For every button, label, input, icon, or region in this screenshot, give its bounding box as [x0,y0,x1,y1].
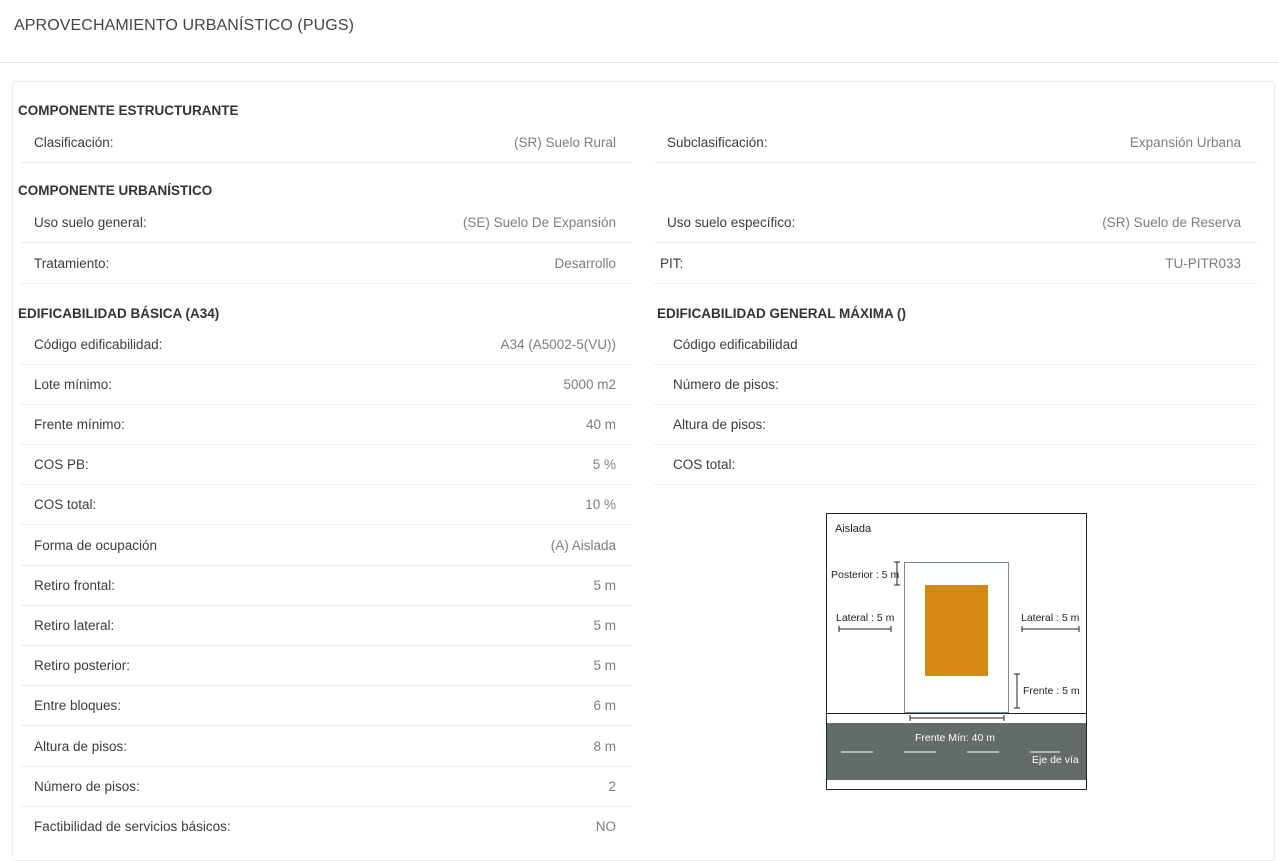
row-clasificacion: Clasificación: (SR) Suelo Rural [21,123,632,163]
subclasificacion-label: Subclasificación: [667,135,768,150]
tratamiento-value: Desarrollo [554,256,616,271]
row-subclasificacion: Subclasificación: Expansión Urbana [654,123,1257,163]
building-footprint [925,585,988,676]
basica-label: Retiro lateral: [34,618,115,633]
ocupacion-diagram: Aislada Posterior : 5 m Lateral : 5 m La… [826,513,1087,790]
maxima-label: Número de pisos: [673,377,779,392]
basica-label: Número de pisos: [34,779,140,794]
frente-min-label: Frente Mín: 40 m [915,732,995,744]
basica-row: Retiro posterior: 5 m [21,646,632,686]
basica-label: Retiro posterior: [34,658,131,673]
row-uso-especifico: Uso suelo específico: (SR) Suelo de Rese… [654,203,1257,243]
lateral-right-label: Lateral : 5 m [1021,612,1080,624]
uso-especifico-label: Uso suelo específico: [667,215,796,230]
basica-row: COS PB: 5 % [21,445,632,485]
section-title-estructurante: COMPONENTE ESTRUCTURANTE [18,103,239,118]
clasificacion-label: Clasificación: [34,135,114,150]
basica-value: 5 m [593,578,616,593]
basica-row: Forma de ocupación (A) Aislada [21,526,632,566]
basica-value: 5 m [593,658,616,673]
basica-value: 8 m [593,739,616,754]
pit-label: PIT: [660,256,684,271]
pit-value: TU-PITR033 [1165,256,1241,271]
basica-row: Frente mínimo: 40 m [21,405,632,445]
row-uso-general: Uso suelo general: (SE) Suelo De Expansi… [21,203,632,243]
basica-label: Código edificabilidad: [34,337,163,352]
maxima-label: Código edificabilidad [673,337,798,352]
basica-row: Entre bloques: 6 m [21,686,632,726]
frente-label: Frente : 5 m [1023,685,1080,697]
section-title-maxima: EDIFICABILIDAD GENERAL MÁXIMA () [657,306,906,321]
lateral-left-label: Lateral : 5 m [836,612,895,624]
basica-value: A34 (A5002-5(VU)) [500,337,616,352]
basica-label: Frente mínimo: [34,417,125,432]
uso-general-value: (SE) Suelo De Expansión [462,215,616,230]
basica-row: Factibilidad de servicios básicos: NO [21,807,632,847]
page-header: APROVECHAMIENTO URBANÍSTICO (PUGS) [0,0,1279,63]
basica-label: Entre bloques: [34,698,122,713]
basica-row: COS total: 10 % [21,485,632,525]
row-pit: PIT: TU-PITR033 [654,244,1257,284]
basica-label: Lote mínimo: [34,377,113,392]
clasificacion-value: (SR) Suelo Rural [513,135,616,150]
ocupacion-diagram-svg: Aislada Posterior : 5 m Lateral : 5 m La… [826,513,1087,790]
diagram-title: Aislada [835,523,872,535]
basica-value: 40 m [585,417,616,432]
basica-value: 2 [608,779,616,794]
basica-value: 6 m [593,698,616,713]
basica-value: (A) Aislada [550,538,616,553]
eje-via-label: Eje de vía [1032,754,1079,766]
section-title-urbanistico: COMPONENTE URBANÍSTICO [18,183,213,198]
section-title-basica: EDIFICABILIDAD BÁSICA (A34) [18,306,220,321]
basica-label: COS total: [34,497,97,512]
subclasificacion-value: Expansión Urbana [1129,135,1241,150]
page-title: APROVECHAMIENTO URBANÍSTICO (PUGS) [14,17,355,34]
maxima-row: Código edificabilidad [654,325,1257,365]
basica-row: Retiro lateral: 5 m [21,606,632,646]
maxima-row: COS total: [654,445,1257,485]
row-tratamiento: Tratamiento: Desarrollo [21,244,632,284]
basica-label: Forma de ocupación [34,538,158,553]
maxima-label: COS total: [673,457,736,472]
tratamiento-label: Tratamiento: [34,256,110,271]
basica-value: 10 % [585,497,616,512]
basica-row: Retiro frontal: 5 m [21,566,632,606]
basica-row: Número de pisos: 2 [21,767,632,807]
basica-label: Factibilidad de servicios básicos: [34,819,231,834]
posterior-label: Posterior : 5 m [831,569,900,581]
basica-value: 5 % [592,457,616,472]
uso-general-label: Uso suelo general: [34,215,147,230]
basica-row: Código edificabilidad: A34 (A5002-5(VU)) [21,325,632,365]
basica-row: Altura de pisos: 8 m [21,727,632,767]
basica-label: Retiro frontal: [34,578,116,593]
basica-value: NO [595,819,616,834]
maxima-row: Altura de pisos: [654,405,1257,445]
basica-value: 5 m [593,618,616,633]
uso-especifico-value: (SR) Suelo de Reserva [1102,215,1241,230]
basica-label: Altura de pisos: [34,739,128,754]
basica-row: Lote mínimo: 5000 m2 [21,365,632,405]
basica-value: 5000 m2 [563,377,616,392]
basica-label: COS PB: [34,457,89,472]
maxima-label: Altura de pisos: [673,417,767,432]
maxima-row: Número de pisos: [654,365,1257,405]
